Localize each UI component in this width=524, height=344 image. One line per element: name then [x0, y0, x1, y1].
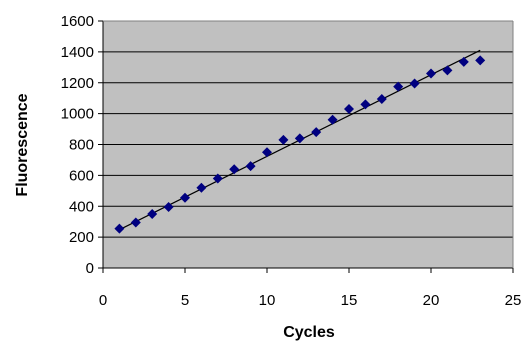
x-tick-label: 5 — [181, 292, 189, 309]
data-point — [212, 173, 223, 184]
y-tick-label: 400 — [69, 198, 94, 215]
data-point — [344, 103, 354, 114]
x-axis-ticks: 0 5 10 15 20 25 — [99, 268, 522, 309]
data-point — [180, 192, 190, 203]
data-point — [196, 182, 207, 193]
data-point — [114, 223, 125, 234]
data-point — [294, 133, 305, 144]
y-tick-label: 1200 — [61, 75, 94, 92]
y-tick-label: 0 — [86, 260, 94, 277]
data-point — [327, 114, 338, 125]
y-tick-label: 800 — [69, 137, 94, 154]
data-point — [147, 208, 158, 219]
x-tick-label: 25 — [505, 292, 522, 309]
x-tick-label: 20 — [423, 292, 440, 309]
y-axis-title: Fluorescence — [14, 93, 31, 196]
axes — [102, 20, 514, 269]
data-points — [114, 55, 486, 234]
data-point — [229, 164, 240, 175]
x-tick-label: 0 — [99, 292, 107, 309]
data-point — [393, 81, 404, 92]
data-point — [262, 147, 272, 158]
data-point — [311, 127, 322, 138]
data-point — [442, 65, 453, 76]
data-point — [409, 78, 420, 89]
data-point — [475, 55, 486, 66]
y-axis-ticks: 0 200 400 600 800 1000 1200 1400 1600 — [61, 13, 103, 277]
x-axis-title: Cycles — [283, 324, 335, 341]
data-point — [163, 202, 174, 213]
data-point — [245, 161, 256, 172]
x-tick-label: 10 — [259, 292, 276, 309]
y-tick-label: 600 — [69, 167, 94, 184]
data-point — [458, 56, 469, 67]
y-tick-label: 200 — [69, 229, 94, 246]
y-tick-label: 1000 — [61, 106, 94, 123]
data-point — [278, 134, 289, 145]
data-point — [376, 93, 387, 104]
x-tick-label: 15 — [341, 292, 358, 309]
y-tick-label: 1600 — [61, 13, 94, 30]
y-tick-label: 1400 — [61, 44, 94, 61]
data-point — [360, 99, 371, 110]
data-point — [426, 68, 436, 79]
data-point — [130, 217, 141, 228]
